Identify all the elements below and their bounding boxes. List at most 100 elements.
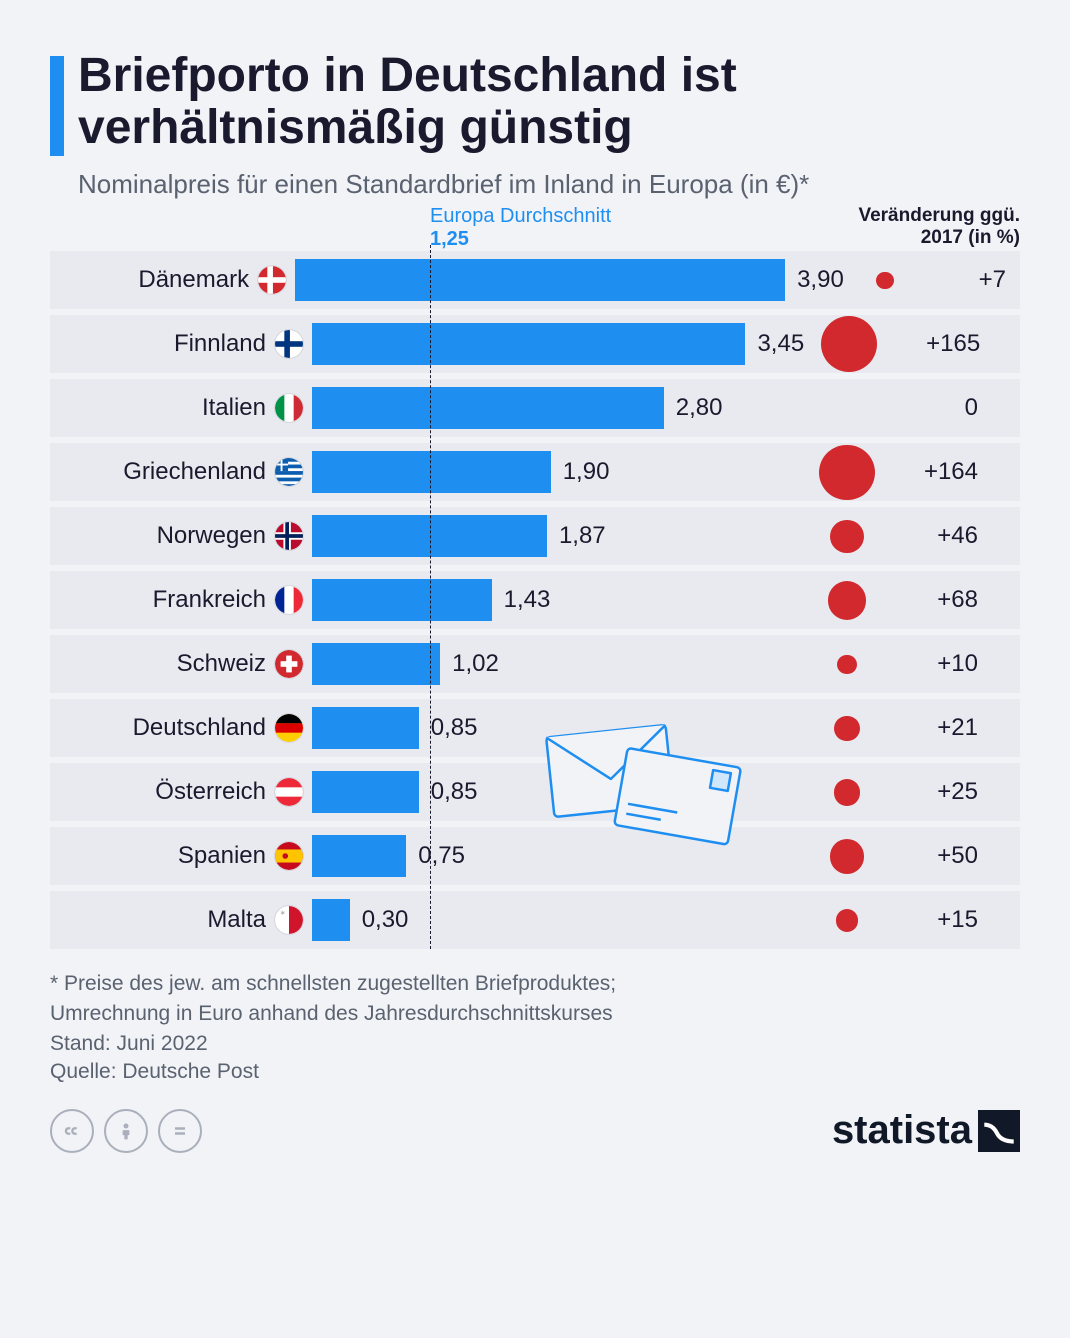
bar-cell: 0,30 [312, 891, 802, 949]
bar [312, 579, 492, 621]
change-percent: +50 [892, 842, 992, 870]
change-dot [834, 716, 859, 741]
change-percent: +25 [892, 778, 992, 806]
bar-cell: 2,80 [312, 379, 802, 437]
change-dot-cell [802, 581, 892, 620]
chart-row: Finnland 3,45 +165 [50, 315, 1020, 373]
nd-icon [158, 1109, 202, 1153]
change-dot-cell [804, 316, 894, 372]
chart-row: Dänemark 3,90+7 [50, 251, 1020, 309]
country-label: Schweiz [50, 650, 274, 678]
bar-cell: 3,45 [312, 315, 804, 373]
change-dot [876, 272, 894, 290]
chart-row: Österreich 0,85 +25 [50, 763, 1020, 821]
chart-row: Italien 2,80 0 [50, 379, 1020, 437]
bar-value: 3,45 [757, 330, 804, 358]
license-badges [50, 1109, 202, 1153]
flag-icon [257, 265, 287, 295]
chart-subtitle: Nominalpreis für einen Standardbrief im … [50, 168, 1020, 202]
change-dot [828, 581, 867, 620]
change-percent: +164 [892, 458, 992, 486]
chart-row: Malta ✶ 0,30 +15 [50, 891, 1020, 949]
bar-cell: 3,90 [295, 251, 844, 309]
chart-row: Frankreich 1,43 +68 [50, 571, 1020, 629]
change-dot-cell [802, 520, 892, 553]
bar [312, 451, 551, 493]
bar-value: 0,30 [362, 906, 409, 934]
change-percent: +10 [892, 650, 992, 678]
by-icon [104, 1109, 148, 1153]
country-label: Österreich [50, 778, 274, 806]
bar [312, 707, 419, 749]
bar-value: 0,85 [431, 714, 478, 742]
country-label: Frankreich [50, 586, 274, 614]
flag-icon [274, 329, 304, 359]
bar [312, 899, 350, 941]
flag-icon [274, 521, 304, 551]
flag-icon [274, 841, 304, 871]
change-dot-cell [802, 909, 892, 931]
bar [312, 771, 419, 813]
change-dot [830, 839, 864, 873]
bar-cell: 0,75 [312, 827, 802, 885]
change-percent: +68 [892, 586, 992, 614]
change-percent: 0 [892, 394, 992, 422]
bar-value: 1,87 [559, 522, 606, 550]
change-dot [819, 445, 875, 501]
change-percent: +165 [894, 330, 994, 358]
bar-value: 0,75 [418, 842, 465, 870]
change-percent: +21 [892, 714, 992, 742]
country-label: Deutschland [50, 714, 274, 742]
change-dot [837, 655, 857, 675]
change-column-header: Veränderung ggü. 2017 (in %) [830, 205, 1020, 249]
flag-icon [274, 649, 304, 679]
svg-text:✶: ✶ [280, 909, 286, 918]
country-label: Spanien [50, 842, 274, 870]
country-label: Finnland [50, 330, 274, 358]
chart-row: Spanien 0,75 +50 [50, 827, 1020, 885]
chart-row: Schweiz 1,02+10 [50, 635, 1020, 693]
bar [312, 323, 745, 365]
statista-logo: statista [832, 1108, 1020, 1153]
change-dot-cell [802, 716, 892, 741]
bar-value: 3,90 [797, 266, 844, 294]
country-label: Italien [50, 394, 274, 422]
flag-icon [274, 777, 304, 807]
date-line: Stand: Juni 2022 [50, 1032, 1020, 1056]
bar [312, 643, 440, 685]
flag-icon [274, 585, 304, 615]
change-percent: +15 [892, 906, 992, 934]
bar-cell: 1,87 [312, 507, 802, 565]
chart-title: Briefporto in Deutschland ist verhältnis… [78, 50, 1020, 154]
source-line: Quelle: Deutsche Post [50, 1060, 1020, 1084]
bar-value: 2,80 [676, 394, 723, 422]
bar-value: 1,43 [504, 586, 551, 614]
flag-icon: ✶ [274, 905, 304, 935]
change-percent: +7 [927, 266, 1020, 294]
bar-value: 1,90 [563, 458, 610, 486]
average-line [430, 245, 431, 949]
change-dot [834, 779, 861, 806]
bar [295, 259, 785, 301]
bar-cell: 1,43 [312, 571, 802, 629]
change-dot-cell [802, 655, 892, 675]
change-dot-cell [802, 779, 892, 806]
bar-value: 0,85 [431, 778, 478, 806]
country-label: Norwegen [50, 522, 274, 550]
flag-icon [274, 393, 304, 423]
flag-icon [274, 713, 304, 743]
bar [312, 835, 406, 877]
chart-row: Griechenland 1,90 +164 [50, 443, 1020, 501]
change-dot-cell [802, 445, 892, 501]
country-label: Griechenland [50, 458, 274, 486]
change-dot [836, 909, 858, 931]
country-label: Malta [50, 906, 274, 934]
flag-icon [274, 457, 304, 487]
bar [312, 387, 664, 429]
chart-area: Europa Durchschnitt 1,25 Veränderung ggü… [50, 251, 1020, 949]
average-label: Europa Durchschnitt 1,25 [430, 205, 611, 251]
change-dot-cell [844, 272, 927, 290]
cc-icon [50, 1109, 94, 1153]
change-dot [821, 316, 877, 372]
bar-cell: 1,90 [312, 443, 802, 501]
